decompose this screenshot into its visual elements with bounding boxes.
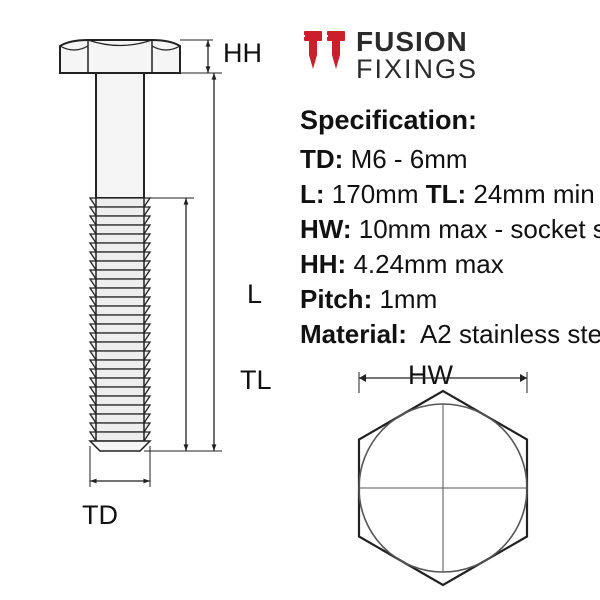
logo-line2: FIXINGS <box>356 56 478 83</box>
logo-line1: FUSION <box>356 28 478 56</box>
logo-icon <box>300 29 350 83</box>
specification-block: Specification: TD: M6 - 6mm L: 170mm TL:… <box>300 105 600 353</box>
spec-row-hw: HW: 10mm max - socket size <box>300 212 600 247</box>
spec-row-material: Material: A2 stainless steel <box>300 317 600 352</box>
spec-row-hh: HH: 4.24mm max <box>300 247 600 282</box>
spec-row-pitch: Pitch: 1mm <box>300 282 600 317</box>
label-l: L <box>247 279 262 310</box>
spec-row-l-tl: L: 170mm TL: 24mm min <box>300 177 600 212</box>
hex-diagram <box>328 360 558 590</box>
spec-row-td: TD: M6 - 6mm <box>300 142 600 177</box>
spec-title: Specification: <box>300 105 600 136</box>
label-tl: TL <box>240 365 272 396</box>
label-hh: HH <box>223 38 262 69</box>
label-td: TD <box>82 500 118 531</box>
brand-logo: FUSION FIXINGS <box>300 28 478 83</box>
